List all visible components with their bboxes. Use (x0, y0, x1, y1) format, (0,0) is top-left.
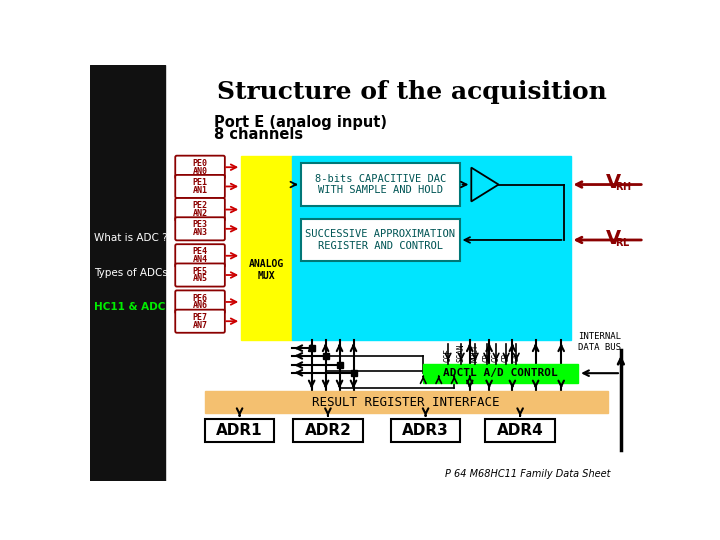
Text: ADR1: ADR1 (216, 423, 263, 438)
Text: PE6: PE6 (192, 294, 207, 302)
Bar (292, 156, 570, 340)
Text: SUCCESSIVE APPROXIMATION
REGISTER AND CONTROL: SUCCESSIVE APPROXIMATION REGISTER AND CO… (305, 229, 455, 251)
Bar (485, 419, 555, 442)
Text: PE5: PE5 (192, 267, 207, 275)
Text: AN7: AN7 (192, 321, 207, 329)
Text: 8-bits CAPACITIVE DAC
WITH SAMPLE AND HOLD: 8-bits CAPACITIVE DAC WITH SAMPLE AND HO… (315, 174, 446, 195)
Text: PE4: PE4 (192, 247, 207, 256)
Text: CC: CC (492, 353, 500, 362)
Text: AN4: AN4 (192, 255, 207, 264)
Text: CA: CA (512, 353, 521, 362)
Text: PE7: PE7 (192, 313, 207, 322)
Bar (301, 164, 459, 206)
Text: AN3: AN3 (192, 228, 207, 237)
FancyBboxPatch shape (175, 217, 225, 240)
Bar (391, 419, 461, 442)
Text: 8 channels: 8 channels (214, 126, 303, 141)
FancyBboxPatch shape (175, 175, 225, 198)
Text: Port E (analog input): Port E (analog input) (214, 115, 387, 130)
Text: $\mathbf{V}$: $\mathbf{V}$ (606, 173, 622, 192)
Text: Types of ADCs: Types of ADCs (94, 268, 168, 278)
Text: $\mathbf{V}$: $\mathbf{V}$ (606, 229, 622, 248)
Bar (204, 392, 608, 413)
Bar (301, 219, 459, 261)
FancyBboxPatch shape (175, 156, 225, 179)
Text: PE1: PE1 (192, 178, 207, 187)
Text: $\mathbf{RH}$: $\mathbf{RH}$ (615, 180, 631, 192)
Text: SCAN: SCAN (456, 343, 466, 362)
Text: INTERNAL
DATA BUS: INTERNAL DATA BUS (577, 332, 621, 352)
Text: $\mathbf{RL}$: $\mathbf{RL}$ (615, 235, 630, 247)
FancyBboxPatch shape (175, 291, 225, 314)
Text: CCF: CCF (444, 348, 453, 362)
Text: PE0: PE0 (192, 159, 207, 168)
FancyBboxPatch shape (175, 198, 225, 221)
Text: What is ADC ?: What is ADC ? (94, 233, 168, 243)
Text: AN2: AN2 (192, 209, 207, 218)
Text: AN0: AN0 (192, 166, 207, 176)
Text: ADR2: ADR2 (305, 423, 351, 438)
Bar (293, 419, 363, 442)
FancyBboxPatch shape (175, 309, 225, 333)
Bar (204, 419, 274, 442)
Bar (90, 65, 165, 481)
Text: HC11 & ADC: HC11 & ADC (94, 302, 166, 312)
Text: PE2: PE2 (192, 201, 207, 210)
Bar (241, 156, 292, 340)
Text: ANALOG
MUX: ANALOG MUX (248, 259, 284, 281)
Text: Structure of the acquisition: Structure of the acquisition (217, 80, 606, 104)
Text: ADR3: ADR3 (402, 423, 449, 438)
Text: MULT: MULT (471, 343, 480, 362)
Text: RESULT REGISTER INTERFACE: RESULT REGISTER INTERFACE (312, 396, 500, 409)
Text: AN6: AN6 (192, 301, 207, 310)
Text: ADR4: ADR4 (497, 423, 544, 438)
Text: PE3: PE3 (192, 220, 207, 230)
Bar (423, 363, 578, 383)
Text: CB: CB (502, 353, 510, 362)
FancyBboxPatch shape (175, 264, 225, 287)
Text: ADCTL A/D CONTROL: ADCTL A/D CONTROL (444, 368, 558, 378)
Text: AN1: AN1 (192, 186, 207, 195)
Text: P 64 M68HC11 Family Data Sheet: P 64 M68HC11 Family Data Sheet (445, 469, 611, 480)
Text: AN5: AN5 (192, 274, 207, 284)
Text: CD: CD (482, 353, 491, 362)
FancyBboxPatch shape (175, 244, 225, 267)
